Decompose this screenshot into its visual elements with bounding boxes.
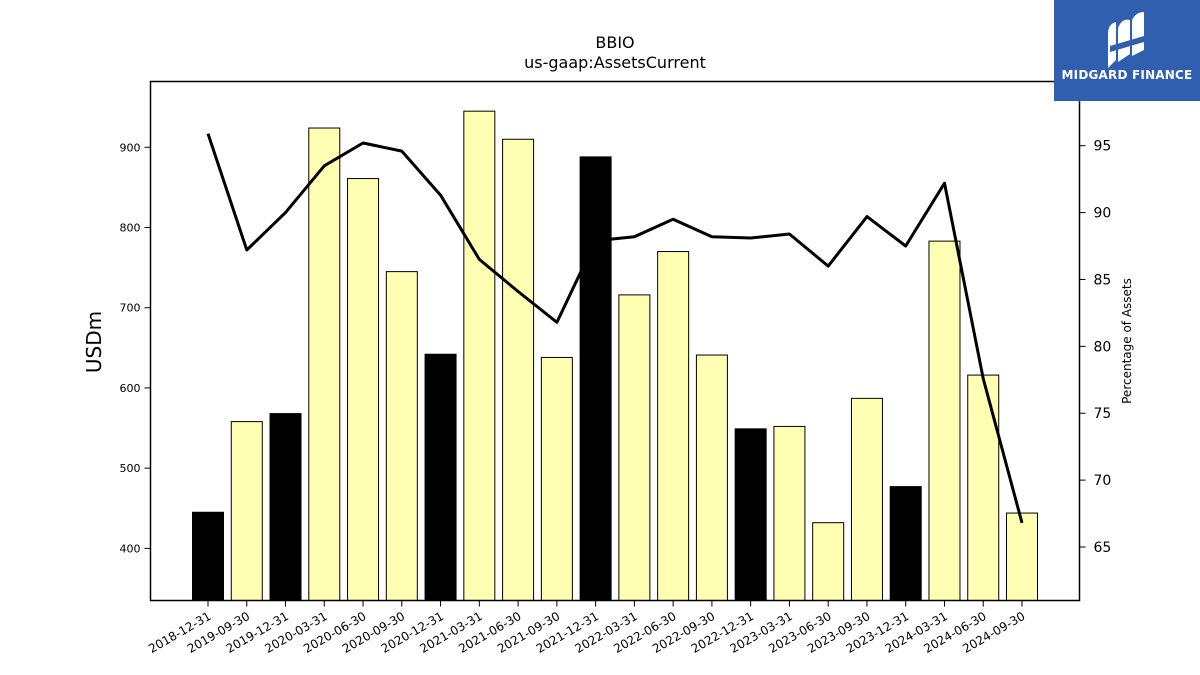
bar-2020-09-30 bbox=[385, 271, 418, 601]
line-layer bbox=[206, 133, 1024, 524]
y2-axis: 65 70 75 80 85 90 95 bbox=[1079, 139, 1112, 556]
bar-2022-06-30 bbox=[657, 251, 690, 601]
bar-2020-12-31 bbox=[424, 353, 457, 602]
y-axis-label: USDm bbox=[82, 311, 106, 373]
y-tick-label: 800 bbox=[120, 221, 141, 234]
bar-layer bbox=[192, 110, 1038, 602]
y2-tick-label: 85 bbox=[1094, 272, 1112, 288]
y-axis: 400 500 600 700 800 900 bbox=[120, 141, 151, 555]
logo-text: MIDGARD FINANCE bbox=[1061, 68, 1193, 82]
bar-2022-12-31 bbox=[734, 428, 767, 601]
y-tick-label: 600 bbox=[120, 382, 141, 395]
y2-tick-label: 80 bbox=[1094, 339, 1112, 355]
chart-subtitle: us-gaap:AssetsCurrent bbox=[524, 53, 706, 72]
bar-2023-09-30 bbox=[850, 397, 883, 601]
bar-2023-12-31 bbox=[889, 486, 922, 602]
y-tick-label: 400 bbox=[120, 542, 141, 555]
bar-2021-09-30 bbox=[540, 356, 573, 602]
bar-2024-09-30 bbox=[1006, 512, 1038, 602]
x-axis: 2018-12-312019-09-302019-12-312020-03-31… bbox=[146, 600, 1028, 656]
y2-tick-label: 95 bbox=[1094, 139, 1112, 155]
bar-2023-06-30 bbox=[812, 522, 845, 602]
bar-2024-03-31 bbox=[928, 240, 961, 601]
y-tick-label: 900 bbox=[120, 141, 141, 154]
bar-2019-12-31 bbox=[269, 413, 302, 601]
plot-frame bbox=[149, 80, 1081, 602]
bar-2021-03-31 bbox=[463, 110, 496, 602]
logo-mark-icon bbox=[1108, 12, 1144, 68]
bar-2018-12-31 bbox=[192, 511, 224, 601]
y2-tick-label: 90 bbox=[1094, 206, 1112, 222]
percentage-line bbox=[206, 133, 1024, 524]
y2-axis-label: Percentage of Assets bbox=[1120, 278, 1134, 404]
y2-tick-label: 65 bbox=[1094, 540, 1112, 556]
bar-2024-06-30 bbox=[967, 374, 1000, 601]
y-tick-label: 700 bbox=[120, 302, 141, 315]
bar-2022-03-31 bbox=[618, 294, 651, 601]
midgard-finance-logo: MIDGARD FINANCE bbox=[1054, 0, 1200, 101]
bar-2021-06-30 bbox=[502, 138, 535, 601]
chart-title: BBIO bbox=[595, 33, 634, 52]
y2-tick-label: 70 bbox=[1094, 473, 1112, 489]
bar-2020-03-31 bbox=[308, 127, 341, 601]
bar-2019-09-30 bbox=[230, 421, 263, 601]
bar-2021-12-31 bbox=[579, 156, 612, 601]
y2-tick-label: 75 bbox=[1094, 406, 1112, 422]
y-tick-label: 500 bbox=[120, 462, 141, 475]
bar-2022-09-30 bbox=[695, 354, 728, 601]
bar-2023-03-31 bbox=[773, 425, 806, 601]
bar-2020-06-30 bbox=[347, 178, 380, 601]
